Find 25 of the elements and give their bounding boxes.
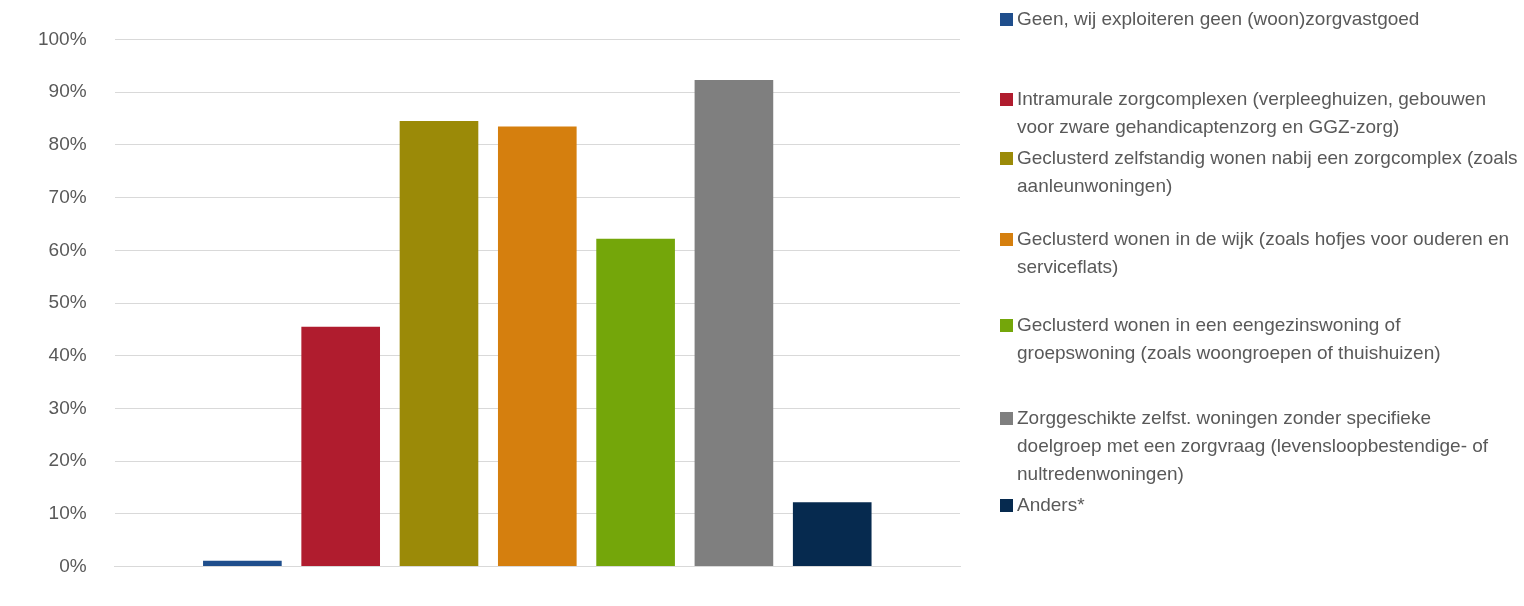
bar — [497, 126, 577, 567]
y-tick-label: 40% — [48, 343, 87, 365]
legend-label: Intramurale zorgcomplexen (verpleeghuizen, gebouwen voor zware gehandicaptenzorg en GGZ-zorg) — [1017, 87, 1487, 139]
legend-label: Zorggeschikte zelfst. woningen zonder specifieke doelgroep met een zorgvraag (levensloopbestendige- of nultredenwoningen) — [1017, 406, 1490, 486]
y-tick-label: 90% — [48, 80, 87, 102]
y-tick-label: 30% — [48, 396, 87, 418]
y-tick-label: 60% — [48, 238, 87, 260]
legend-label: Geen, wij exploiteren geen (woon)zorgvastgoed — [1017, 7, 1420, 31]
y-tick-label: 0% — [59, 554, 87, 576]
y-tick-label: 100% — [37, 27, 87, 49]
y-tick-label: 10% — [48, 502, 87, 524]
bar — [792, 502, 872, 567]
bar — [694, 79, 774, 567]
bar — [596, 238, 675, 567]
y-tick-label: 20% — [48, 449, 87, 471]
y-tick-label: 80% — [48, 133, 87, 155]
legend-label: Anders* — [1017, 493, 1085, 517]
bar — [399, 121, 479, 567]
legend-label: Geclusterd wonen in een eengezinswoning of groepswoning (zoals woongroepen of thuishuizen) — [1017, 313, 1442, 365]
bar — [203, 560, 282, 567]
y-tick-label: 70% — [48, 185, 87, 207]
bar — [301, 326, 380, 567]
legend-label: Geclusterd wonen in de wijk (zoals hofjes voor ouderen en serviceflats) — [1017, 227, 1511, 279]
legend-label: Geclusterd zelfstandig wonen nabij een zorgcomplex (zoals aanleunwoningen) — [1017, 146, 1519, 198]
y-tick-label: 50% — [48, 291, 87, 313]
